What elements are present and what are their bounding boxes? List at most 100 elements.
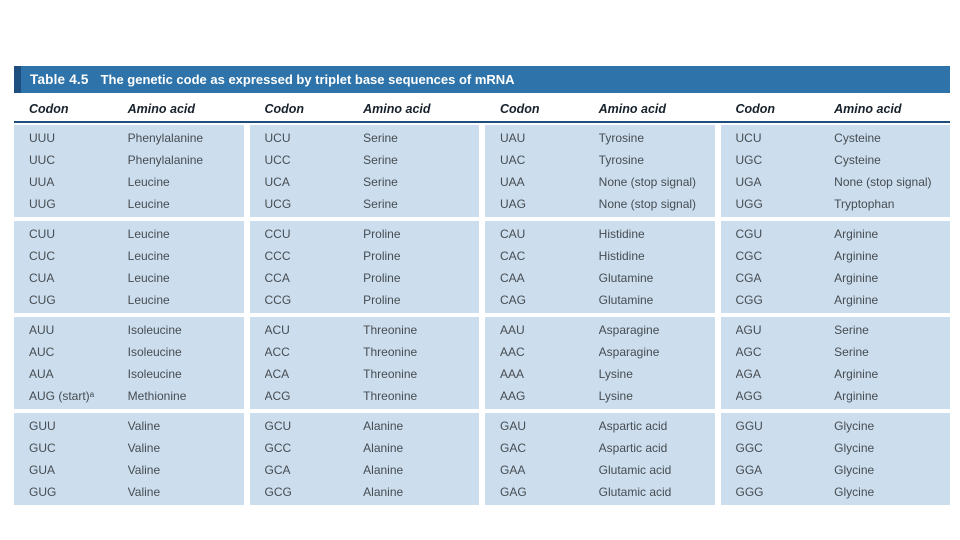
codon-cell: AUG (start)ᵃ — [29, 389, 95, 403]
amino-acid-cell: Leucine — [127, 249, 170, 263]
amino-acid-cell: Arginine — [834, 293, 879, 307]
table-row: CAG Glutamine — [500, 289, 715, 311]
table-row: GAG Glutamic acid — [500, 481, 715, 503]
table-row: AGA Arginine — [736, 363, 951, 385]
table-row: CGG Arginine — [736, 289, 951, 311]
amino-acid-cell: Glycine — [834, 485, 875, 499]
amino-acid-column-header: Amino acid — [598, 102, 667, 116]
codon-cell: GUG — [29, 485, 57, 499]
amino-acid-cell: Asparagine — [598, 345, 660, 359]
amino-acid-cell: None (stop signal) — [598, 175, 697, 189]
table-row: CUC Leucine — [29, 245, 244, 267]
amino-acid-cell: Arginine — [834, 367, 879, 381]
codon-cell: UUA — [29, 175, 55, 189]
table-row: AAC Asparagine — [500, 341, 715, 363]
amino-acid-cell: Proline — [363, 271, 401, 285]
table-row: GAC Aspartic acid — [500, 437, 715, 459]
table-row: UGA None (stop signal) — [736, 171, 951, 193]
table-row: AUG (start)ᵃ Methionine — [29, 385, 244, 407]
table-body: UUU Phenylalanine UUC Phenylalanine UUA Leuci… — [14, 125, 950, 505]
codon-cell: GUA — [29, 463, 56, 477]
amino-acid-cell: Histidine — [598, 249, 645, 263]
codon-cell: AGG — [735, 389, 763, 403]
amino-acid-cell: Phenylalanine — [127, 131, 204, 145]
codon-cell: CCG — [264, 293, 292, 307]
amino-acid-cell: Cysteine — [834, 153, 881, 167]
table-row: UAU Tyrosine — [500, 127, 715, 149]
amino-acid-cell: Phenylalanine — [127, 153, 204, 167]
codon-cell: CGG — [735, 293, 763, 307]
amino-acid-cell: Methionine — [127, 389, 187, 403]
codon-cell: GAA — [500, 463, 526, 477]
table-row: AUU Isoleucine — [29, 319, 244, 341]
codon-cell: CCC — [264, 249, 291, 263]
codon-panel: GGU Glycine GGC Glycine GGA Glycine GGG Glycine — [720, 413, 950, 505]
amino-acid-cell: Threonine — [363, 367, 418, 381]
table-row: UAG None (stop signal) — [500, 193, 715, 215]
amino-acid-cell: Glycine — [834, 419, 875, 433]
codon-cell: UAG — [500, 197, 527, 211]
table-row: ACU Threonine — [265, 319, 480, 341]
codon-panel: UAU Tyrosine UAC Tyrosine UAA None (stop sign… — [485, 125, 715, 217]
codon-cell: UCC — [264, 153, 291, 167]
amino-acid-cell: Proline — [363, 227, 401, 241]
codon-panel: AUU Isoleucine AUC Isoleucine AUA Isoleucine A… — [14, 317, 244, 409]
amino-acid-cell: Glutamine — [598, 293, 654, 307]
amino-acid-cell: Cysteine — [834, 131, 881, 145]
table-row: GAA Glutamic acid — [500, 459, 715, 481]
column-header-row: Codon Amino acid Codon Amino acid Codon … — [14, 96, 950, 123]
amino-acid-cell: Tyrosine — [598, 131, 645, 145]
amino-acid-cell: Threonine — [363, 345, 418, 359]
table-row: GUC Valine — [29, 437, 244, 459]
codon-cell: UGA — [735, 175, 762, 189]
codon-column-header: Codon — [735, 102, 776, 116]
codon-cell: GUU — [29, 419, 56, 433]
codon-panel: CUU Leucine CUC Leucine CUA Leucine CUG Leucine — [14, 221, 244, 313]
table-row: CUA Leucine — [29, 267, 244, 289]
codon-cell: AAA — [500, 367, 525, 381]
codon-panel: AGU Serine AGC Serine AGA Arginine AGG Arginine — [720, 317, 951, 409]
amino-acid-cell: Leucine — [127, 293, 170, 307]
codon-cell: AAC — [500, 345, 525, 359]
codon-cell: UGG — [735, 197, 763, 211]
amino-acid-cell: Serine — [363, 175, 398, 189]
table-row: AUC Isoleucine — [29, 341, 244, 363]
amino-acid-cell: Leucine — [127, 197, 170, 211]
amino-acid-cell: Lysine — [598, 367, 633, 381]
codon-cell: CAG — [500, 293, 527, 307]
amino-acid-cell: Aspartic acid — [598, 441, 668, 455]
table-row: CAC Histidine — [500, 245, 715, 267]
title-fill: Table 4.5 The genetic code as expressed … — [21, 66, 950, 93]
codon-cell: CGA — [735, 271, 762, 285]
codon-cell: CAC — [500, 249, 526, 263]
amino-acid-cell: Tyrosine — [598, 153, 645, 167]
codon-cell: CCU — [264, 227, 291, 241]
codon-cell: GAU — [500, 419, 527, 433]
amino-acid-cell: Leucine — [127, 271, 170, 285]
amino-acid-cell: Isoleucine — [127, 367, 182, 381]
amino-acid-cell: Serine — [834, 323, 869, 337]
table-row: GCC Alanine — [265, 437, 480, 459]
codon-cell: GUC — [29, 441, 56, 455]
amino-acid-cell: Lysine — [598, 389, 633, 403]
amino-acid-cell: Glutamine — [598, 271, 654, 285]
amino-acid-column-header: Amino acid — [127, 102, 196, 116]
amino-acid-cell: Serine — [363, 131, 398, 145]
codon-panel: GAU Aspartic acid GAC Aspartic acid GAA Gluta… — [485, 413, 715, 505]
amino-acid-cell: Proline — [363, 293, 401, 307]
codon-cell: GCU — [264, 419, 292, 433]
amino-acid-cell: Glycine — [834, 441, 875, 455]
amino-acid-cell: Alanine — [363, 441, 404, 455]
codon-cell: AAG — [500, 389, 526, 403]
table-row: AUA Isoleucine — [29, 363, 244, 385]
codon-cell: CUG — [29, 293, 56, 307]
codon-row-group-4: GUU Valine GUC Valine GUA Valine GUG Valine GCU A… — [14, 413, 950, 505]
table-row: CAA Glutamine — [500, 267, 715, 289]
table-row: AGG Arginine — [736, 385, 951, 407]
amino-acid-cell: Alanine — [363, 419, 404, 433]
codon-panel: UUU Phenylalanine UUC Phenylalanine UUA Leuci… — [14, 125, 244, 217]
codon-cell: UAA — [500, 175, 525, 189]
amino-acid-cell: Threonine — [363, 323, 418, 337]
codon-panel: AAU Asparagine AAC Asparagine AAA Lysine AAG Ly… — [485, 317, 715, 409]
